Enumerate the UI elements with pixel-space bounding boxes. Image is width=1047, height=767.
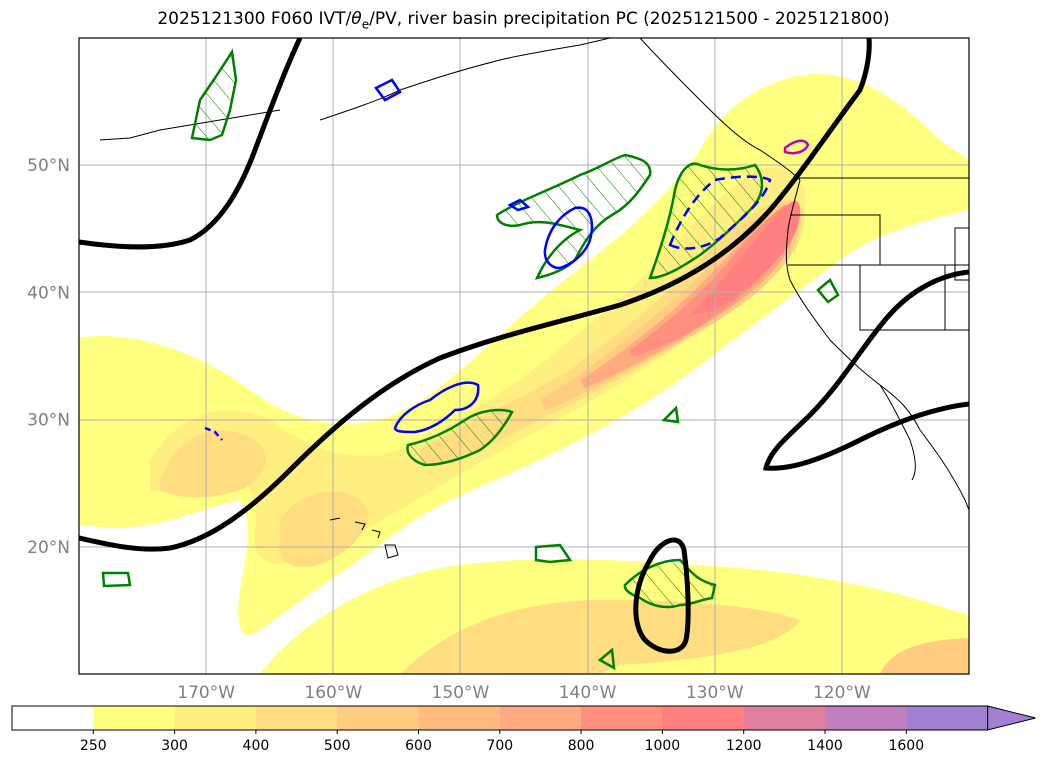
- colorbar-segment-7: [581, 706, 663, 730]
- colorbar-segment-3: [255, 706, 338, 730]
- longitude-labels: 170°W 160°W 150°W 140°W 130°W 120°W: [177, 683, 871, 703]
- colorbar-label-4: 600: [405, 738, 432, 754]
- pv-contour-east: [762, 269, 969, 471]
- ivt-500-south: [880, 638, 969, 674]
- map-frame: [78, 37, 970, 675]
- pv-contour-south-closed: [633, 537, 691, 654]
- green-contour-near-coast: [648, 162, 764, 280]
- lon-label-2: 150°W: [432, 683, 490, 703]
- blue-contour-north: [374, 78, 402, 102]
- aleutian-islands: [99, 109, 281, 141]
- lon-label-5: 120°W: [813, 683, 871, 703]
- green-contour-small-2: [101, 571, 132, 588]
- colorbar-extend-arrow: [987, 705, 1036, 731]
- green-contour-subtropics: [406, 408, 514, 467]
- theta-e-green-contours: [101, 48, 840, 671]
- blue-contour-subtropics: [393, 381, 480, 434]
- magenta-contour: [783, 139, 810, 155]
- lat-label-2: 30°N: [27, 411, 70, 431]
- blue-contour-central-small: [507, 198, 531, 212]
- lat-label-0: 50°N: [27, 156, 70, 176]
- blue-contour-central: [543, 206, 594, 270]
- colorbar-segment-8: [662, 706, 745, 730]
- map-area: [79, 38, 969, 674]
- colorbar-label-5: 700: [486, 738, 513, 754]
- us-state-borders: [788, 214, 969, 331]
- colorbar-segment-11: [906, 706, 989, 730]
- ivt-300-band-west: [150, 167, 806, 564]
- ivt-800-band: [630, 205, 794, 356]
- lon-label-1: 160°W: [304, 683, 362, 703]
- colorbar-label-7: 1000: [645, 738, 681, 754]
- green-contour-small-1: [534, 543, 573, 564]
- colorbar-label-2: 400: [243, 738, 270, 754]
- grid-lines: [79, 38, 969, 674]
- blue-contour-west-dashed: [204, 426, 223, 441]
- lat-label-3: 20°N: [27, 538, 70, 558]
- colorbar-label-8: 1200: [726, 738, 762, 754]
- title-sub: e: [361, 17, 370, 32]
- ivt-shading: [79, 73, 969, 674]
- green-contour-small-3: [816, 278, 840, 304]
- colorbar-segment-6: [499, 706, 582, 730]
- north-america-west-coast: [785, 179, 969, 511]
- colorbar: 250 300 400 500 600 700 800 1000 1200 1400 1600: [11, 705, 1036, 754]
- colorbar-segment-0: [12, 706, 94, 730]
- theta-e-blue-contours: [204, 78, 772, 441]
- colorbar-segment-1: [93, 706, 176, 730]
- colorbar-segment-9: [743, 706, 826, 730]
- alaska-coast: [319, 38, 611, 121]
- colorbar-label-9: 1400: [807, 738, 843, 754]
- blue-contour-dashed: [668, 175, 772, 250]
- coastlines: [99, 38, 969, 559]
- green-contour-aleutian: [190, 48, 238, 142]
- green-contour-small-4: [597, 647, 616, 671]
- colorbar-label-0: 250: [80, 738, 107, 754]
- title-suffix: /PV, river basin precipitation PC (20251…: [369, 9, 890, 29]
- green-contour-central-north: [495, 153, 652, 280]
- colorbar-segment-10: [825, 706, 907, 730]
- pv-contours: [79, 38, 969, 654]
- green-contour-small-5: [661, 405, 680, 424]
- latitude-labels: 50°N 40°N 30°N 20°N: [27, 156, 70, 558]
- lat-label-1: 40°N: [27, 283, 70, 303]
- ivt-1000-core: [690, 200, 801, 315]
- title-theta: θ: [351, 9, 362, 29]
- title-prefix: 2025121300 F060 IVT/: [157, 9, 352, 29]
- colorbar-label-6: 800: [568, 738, 595, 754]
- map-title: 2025121300 F060 IVT/θe/PV, river basin p…: [0, 9, 1047, 31]
- colorbar-segment-4: [337, 706, 419, 730]
- pv-contour-main: [79, 38, 872, 552]
- ivt-400-south: [400, 600, 800, 674]
- hawaii-islands: [329, 517, 399, 559]
- baja-california: [879, 384, 916, 481]
- lon-label-4: 130°W: [686, 683, 744, 703]
- alaska-panhandle: [639, 38, 801, 181]
- colorbar-segment-5: [418, 706, 501, 730]
- colorbar-label-3: 500: [324, 738, 351, 754]
- pv-contour-trough-west: [79, 38, 303, 250]
- colorbar-segment-2: [174, 706, 257, 730]
- lon-label-0: 170°W: [177, 683, 235, 703]
- colorbar-label-1: 300: [161, 738, 188, 754]
- colorbar-label-10: 1600: [888, 738, 924, 754]
- lon-label-3: 140°W: [559, 683, 617, 703]
